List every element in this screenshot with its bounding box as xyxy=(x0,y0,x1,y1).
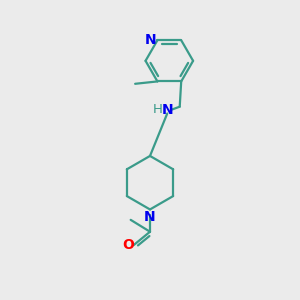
Text: N: N xyxy=(145,33,157,46)
Text: O: O xyxy=(122,238,134,251)
Text: N: N xyxy=(161,103,173,117)
Text: H: H xyxy=(153,103,163,116)
Text: N: N xyxy=(144,210,156,224)
